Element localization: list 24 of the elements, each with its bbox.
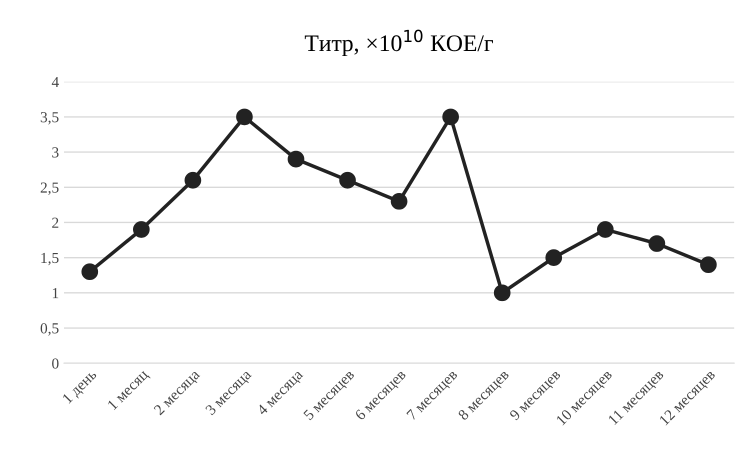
y-tick-label: 1,5 (41, 252, 59, 266)
y-tick-label: 2,5 (40, 182, 59, 195)
point (442, 108, 459, 126)
y-tick-label: 1 (52, 288, 58, 298)
y-tick-label: 2 (52, 218, 58, 228)
point (494, 284, 511, 302)
point (648, 235, 666, 252)
point (700, 256, 717, 274)
point (133, 221, 150, 238)
point (596, 221, 614, 238)
point (390, 193, 408, 210)
point (288, 150, 304, 168)
y-tick-label: 0 (52, 358, 59, 369)
y-tick-label: 3 (52, 147, 59, 158)
y-tick-label: 0,5 (40, 323, 59, 336)
y-tick-label: 3,5 (40, 112, 59, 125)
point (236, 108, 253, 126)
chart-title: Титр, ×10$^{10}$ КОЕ/г (304, 30, 493, 56)
x-tick-label: 1 день (62, 368, 100, 406)
point (184, 172, 202, 189)
point (81, 263, 98, 280)
point (339, 172, 356, 189)
y-tick-label: 4 (52, 76, 59, 88)
point (545, 249, 562, 266)
